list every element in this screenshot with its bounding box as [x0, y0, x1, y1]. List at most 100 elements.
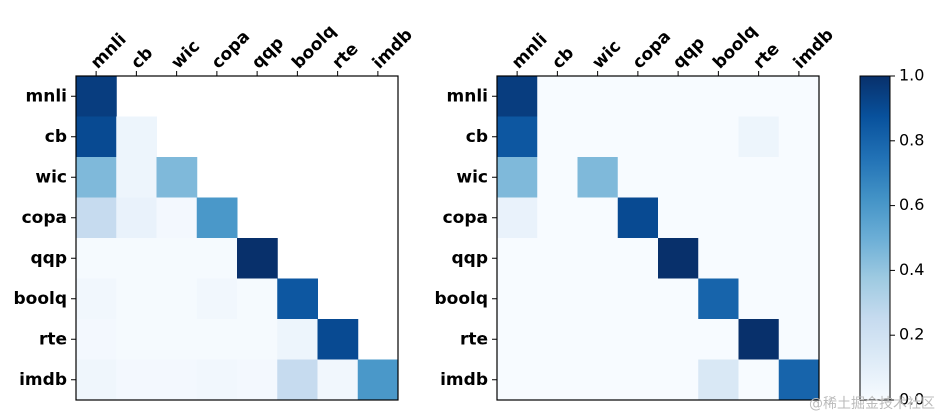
plot-frame: [496, 75, 820, 401]
heatmap-cell: [537, 319, 578, 360]
heatmap-cell: [537, 359, 578, 401]
heatmap-cell: [156, 319, 198, 360]
x-tick-label: mnli: [87, 30, 130, 73]
heatmap-cell: [698, 157, 739, 198]
heatmap-cell: [537, 238, 578, 279]
heatmap-cell: [738, 278, 780, 320]
heatmap-cell: [778, 197, 820, 239]
y-tick-label: boolq: [13, 289, 67, 309]
heatmap-cell: [617, 157, 659, 198]
heatmap-cell: [698, 238, 739, 279]
x-tick-label: qqp: [669, 33, 709, 73]
y-tick-label: qqp: [30, 248, 67, 268]
colorbar-tick-label: 0.8: [899, 130, 924, 149]
heatmap-cell: [537, 197, 578, 239]
y-tick-label: cb: [466, 127, 488, 147]
heatmap-cell: [277, 278, 318, 320]
heatmap-cell: [156, 278, 198, 320]
heatmap-cell: [577, 319, 619, 360]
heatmap-cell: [778, 76, 820, 117]
heatmap-cell: [497, 76, 538, 117]
heatmap-cell: [617, 319, 659, 360]
heatmap-cell: [778, 278, 820, 320]
heatmap-cell: [196, 359, 238, 401]
heatmap-cell: [196, 197, 238, 239]
heatmap-cell: [577, 157, 619, 198]
heatmap-cell: [778, 359, 820, 401]
colorbar: [859, 75, 891, 401]
heatmap-cell: [617, 116, 659, 158]
heatmap-cell: [537, 157, 578, 198]
heatmap-cell: [658, 238, 699, 279]
y-tick-label: rte: [460, 329, 488, 349]
heatmap-cell: [277, 319, 318, 360]
heatmap-cell: [277, 359, 318, 401]
heatmap-cell: [658, 157, 699, 198]
heatmap-cell: [156, 238, 198, 279]
y-tick-label: wic: [35, 167, 67, 187]
heatmap-cell: [116, 197, 157, 239]
heatmap-cell: [577, 359, 619, 401]
heatmap-cell: [497, 278, 538, 320]
heatmap-cell: [658, 278, 699, 320]
heatmap-cell: [116, 157, 157, 198]
heatmap-cell: [658, 359, 699, 401]
y-tick-label: qqp: [451, 248, 488, 268]
x-tick-label: imdb: [790, 25, 838, 73]
heatmap-cell: [76, 359, 117, 401]
heatmap-cell: [617, 238, 659, 279]
heatmap-cell: [778, 157, 820, 198]
heatmap-cell: [116, 359, 157, 401]
x-tick-label: cb: [548, 43, 578, 73]
watermark: @稀土掘金技术社区: [809, 396, 935, 412]
x-tick-label: wic: [589, 37, 625, 73]
heatmap-cell: [76, 278, 117, 320]
heatmap-cell: [617, 359, 659, 401]
heatmap-cell: [698, 76, 739, 117]
heatmap-cell: [237, 359, 278, 401]
x-tick-label: wic: [168, 37, 204, 73]
heatmap-cell: [778, 116, 820, 158]
x-tick-label: copa: [629, 27, 675, 73]
heatmap-cell: [497, 319, 538, 360]
heatmap-cell: [778, 238, 820, 279]
heatmap-cell: [617, 197, 659, 239]
y-tick-label: imdb: [440, 370, 488, 390]
heatmap-cell: [577, 197, 619, 239]
heatmap-cell: [76, 319, 117, 360]
heatmap-cell: [617, 278, 659, 320]
heatmap-cell: [196, 278, 238, 320]
colorbar-tick-label: 0.4: [899, 260, 924, 279]
heatmap-cell: [738, 76, 780, 117]
heatmap-cell: [658, 197, 699, 239]
heatmap-cell: [658, 76, 699, 117]
heatmap-cell: [738, 157, 780, 198]
y-tick-label: cb: [45, 127, 67, 147]
y-tick-label: copa: [22, 208, 67, 228]
heatmap-cell: [237, 278, 278, 320]
heatmap-cell: [357, 359, 399, 401]
heatmap-cell: [497, 116, 538, 158]
heatmap-cell: [76, 76, 117, 117]
heatmap-cell: [698, 319, 739, 360]
heatmap-cell: [537, 116, 578, 158]
heatmap-cell: [497, 197, 538, 239]
heatmap-cell: [698, 116, 739, 158]
heatmap-cell: [116, 278, 157, 320]
heatmap-cell: [537, 76, 578, 117]
heatmap-cell: [76, 197, 117, 239]
heatmap-cell: [577, 116, 619, 158]
heatmap-cell: [658, 116, 699, 158]
heatmap-cell: [738, 238, 780, 279]
heatmap-cell: [116, 238, 157, 279]
colorbar-tick-label: 0.2: [899, 325, 924, 344]
y-tick-label: imdb: [19, 370, 67, 390]
x-tick-label: mnli: [508, 30, 551, 73]
heatmap-cell: [76, 238, 117, 279]
heatmap-cell: [317, 319, 359, 360]
heatmap-cell: [317, 359, 359, 401]
heatmap-cell: [237, 238, 278, 279]
heatmap-cell: [156, 359, 198, 401]
x-tick-label: imdb: [369, 25, 417, 73]
heatmap-cell: [76, 157, 117, 198]
